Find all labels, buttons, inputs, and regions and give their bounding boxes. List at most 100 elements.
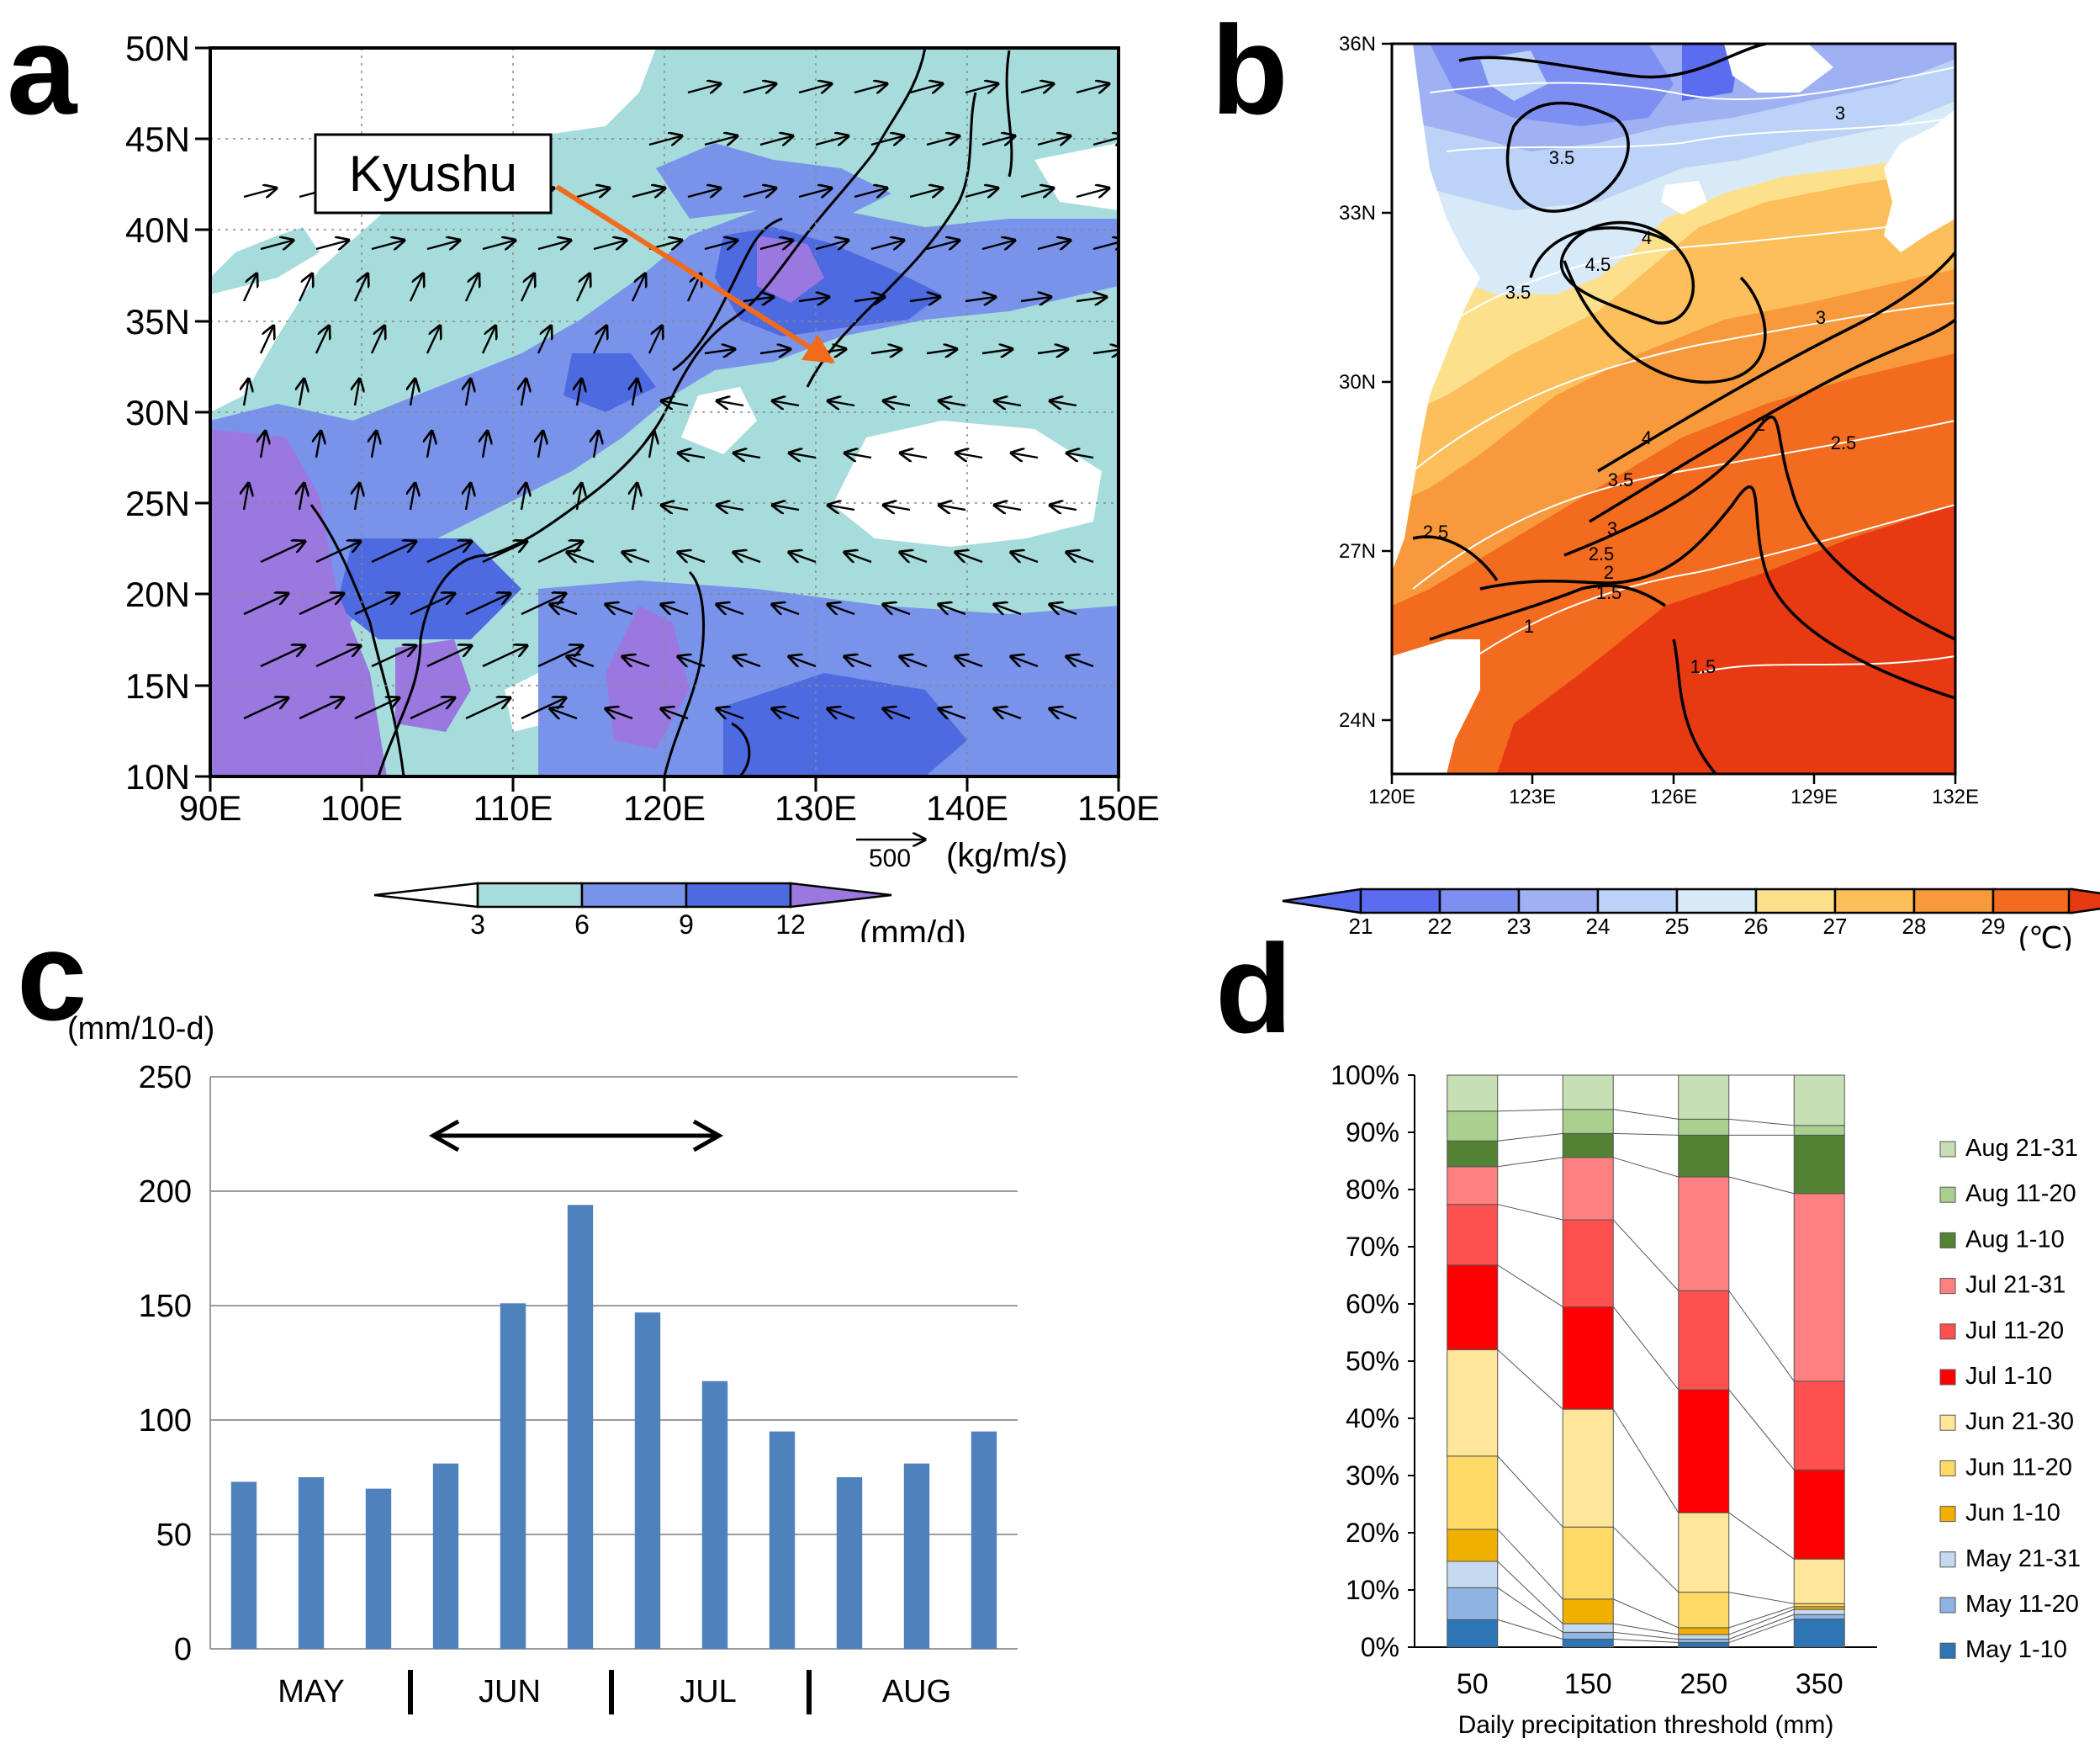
wind-vector-icon	[315, 326, 329, 354]
wind-vector-icon	[900, 656, 928, 666]
series-connector	[1612, 1526, 1679, 1593]
legend-label: Aug 21-31	[1965, 1135, 2078, 1162]
wind-vector-icon	[521, 379, 526, 406]
stack-segment	[1793, 1614, 1845, 1620]
month-label: MAY	[278, 1674, 345, 1709]
contour-label: 2	[1604, 562, 1614, 583]
wind-vector-icon	[854, 297, 885, 301]
wind-vector-icon	[661, 604, 689, 614]
wind-vector-icon	[981, 349, 1013, 353]
wind-vector-icon	[1092, 136, 1119, 145]
wind-vector-icon	[1050, 708, 1077, 718]
wind-vector-icon	[567, 656, 595, 666]
wind-vector-icon	[426, 241, 460, 249]
reference-vector-unit: (kg/m/s)	[946, 837, 1067, 874]
series-connector	[1497, 1455, 1563, 1528]
lat-label: 30N	[1339, 371, 1376, 394]
panel-d-chart: 0% 10% 20% 30% 40% 50% 60% 70% 80% 90% 100% 50 150 25…	[1330, 1060, 2081, 1739]
y-tick-label: 100%	[1330, 1060, 1399, 1090]
panel-letter-c: c	[17, 905, 87, 1047]
legend-label: Jun 21-30	[1965, 1408, 2074, 1435]
stack-segment	[1678, 1642, 1730, 1648]
wind-vector-icon	[371, 241, 405, 249]
wind-vector-icon	[678, 552, 706, 562]
wind-vector-icon	[733, 453, 761, 458]
legend-label: Aug 11-20	[1965, 1180, 2076, 1207]
wind-vector-icon	[1037, 136, 1071, 145]
wind-vector-icon	[704, 349, 735, 353]
x-axis-label: Daily precipitation threshold (mm)	[1458, 1711, 1834, 1739]
wind-vector-icon	[994, 708, 1022, 718]
legend-swatch	[1939, 1551, 1956, 1568]
colorbar-tick: 29	[1981, 914, 2006, 939]
wind-vector-icon	[759, 349, 791, 353]
panel-a-map: 50N 45N 40N 35N 30N 25N 20N 15N 10N 90E …	[125, 29, 1160, 942]
colorbar-tick: 27	[1823, 914, 1848, 939]
wind-vector-icon	[939, 400, 966, 405]
wind-vector-icon	[354, 697, 399, 720]
wind-vector-icon	[520, 273, 534, 302]
wind-vector-icon	[315, 645, 361, 668]
legend-swatch	[1939, 1232, 1956, 1248]
wind-vector-icon	[259, 326, 273, 354]
wind-vector-icon	[521, 697, 566, 720]
wind-vector-icon	[661, 400, 689, 405]
wind-vector-icon	[815, 241, 849, 249]
series-connector	[1613, 1157, 1679, 1178]
wind-vector-icon	[870, 241, 904, 249]
lon-label: 120E	[1368, 786, 1415, 808]
wind-vector-icon	[482, 241, 516, 249]
panel-c-chart: (mm/10-d) 0 50 100 150 200 250 MAY JUN JUL AU…	[67, 1011, 1018, 1714]
legend-label: Jun 1-10	[1965, 1500, 2060, 1527]
wind-vector-icon	[577, 483, 582, 511]
kyushu-arrow	[555, 184, 836, 364]
series-connector	[1497, 1619, 1563, 1640]
bar	[769, 1431, 796, 1649]
series-connector	[1728, 1389, 1795, 1470]
series-connector	[1728, 1176, 1795, 1195]
wind-vector-icon	[743, 297, 774, 301]
legend-swatch	[1939, 1141, 1956, 1158]
y-tick-label: 100	[139, 1403, 192, 1439]
series-connector	[1728, 1118, 1795, 1126]
lon-label: 90E	[179, 788, 242, 828]
lon-label: 132E	[1932, 786, 1979, 808]
wind-vector-icon	[537, 241, 571, 249]
wind-vector-icon	[243, 188, 277, 197]
series-connector	[1728, 1512, 1795, 1560]
colorbar-tick: 12	[775, 909, 806, 940]
wind-vector-icon	[772, 604, 800, 614]
wind-vector-icon	[1076, 84, 1109, 93]
wind-vector-icon	[994, 505, 1022, 510]
wind-vector-icon	[704, 241, 738, 249]
wind-vector-icon	[243, 697, 288, 720]
panel-b-colorbar	[1282, 888, 2100, 914]
bar	[903, 1463, 930, 1649]
series-connector	[1613, 1132, 1679, 1136]
series-connector	[1497, 1204, 1563, 1221]
wind-vector-icon	[592, 326, 606, 354]
wind-vector-icon	[883, 505, 911, 510]
stack-segment	[1678, 1290, 1730, 1391]
wind-vector-icon	[854, 188, 887, 197]
lon-label: 130E	[775, 788, 857, 828]
wind-vector-icon	[939, 708, 966, 718]
series-connector	[1728, 1592, 1795, 1604]
stack-segment	[1447, 1074, 1499, 1112]
stack-segment	[1562, 1132, 1614, 1158]
wind-vector-icon	[371, 541, 416, 564]
bar	[230, 1481, 257, 1649]
series-connector	[1728, 1606, 1795, 1629]
bar	[634, 1312, 661, 1649]
wind-vector-icon	[242, 273, 257, 302]
panel-a-colorbar	[373, 882, 892, 909]
wind-vector-icon	[550, 604, 578, 614]
legend-swatch	[1939, 1414, 1956, 1431]
wind-vector-icon	[482, 645, 527, 668]
wind-vector-icon	[1066, 453, 1094, 458]
stack-segment	[1447, 1619, 1499, 1648]
colorbar-tick: 25	[1665, 914, 1690, 939]
y-tick-label: 70%	[1346, 1232, 1399, 1262]
contour-label: 1	[1524, 616, 1534, 637]
legend-label: May 21-31	[1965, 1545, 2081, 1572]
